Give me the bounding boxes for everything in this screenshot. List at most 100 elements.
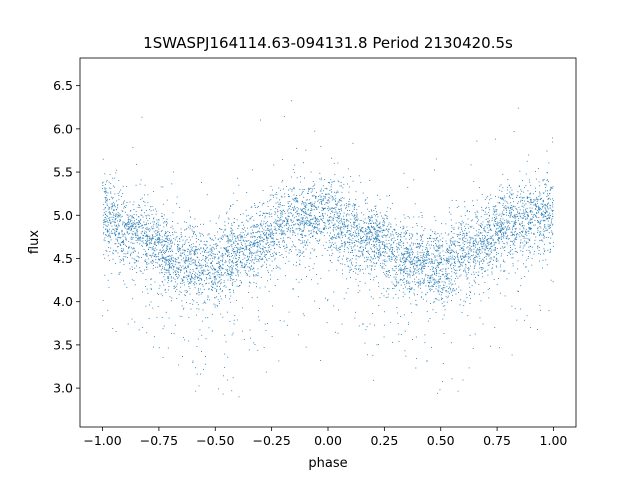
data-point <box>302 189 304 190</box>
data-point <box>400 334 402 336</box>
data-point <box>108 181 110 183</box>
data-point <box>434 216 436 218</box>
data-point <box>316 233 318 234</box>
data-point <box>361 253 363 255</box>
data-point <box>532 216 534 218</box>
data-point <box>168 243 170 245</box>
data-point <box>311 190 313 192</box>
data-point <box>203 247 204 249</box>
data-point <box>434 169 435 171</box>
data-point <box>552 141 554 143</box>
data-point <box>169 264 171 266</box>
data-point <box>251 216 253 217</box>
data-point <box>381 243 383 245</box>
data-point <box>130 229 132 231</box>
data-point <box>458 266 460 268</box>
data-point <box>284 248 286 250</box>
data-point <box>421 291 423 293</box>
data-point <box>130 215 132 217</box>
data-point <box>533 201 535 203</box>
data-point <box>257 349 259 351</box>
data-point <box>315 238 317 239</box>
data-point <box>248 285 250 287</box>
data-point <box>159 224 161 226</box>
data-point <box>302 223 304 225</box>
data-point <box>496 213 498 215</box>
data-point <box>156 237 158 239</box>
data-point <box>367 251 369 253</box>
data-point <box>186 271 188 273</box>
data-point <box>251 206 253 208</box>
data-point <box>339 200 341 202</box>
data-point <box>271 230 273 232</box>
data-point <box>194 259 196 261</box>
data-point <box>503 222 505 224</box>
data-point <box>497 227 499 229</box>
data-point <box>442 244 443 246</box>
data-point <box>144 232 146 234</box>
data-point <box>457 260 459 262</box>
data-point <box>139 205 140 207</box>
data-point <box>259 246 261 248</box>
data-point <box>270 228 272 230</box>
data-point <box>351 235 353 237</box>
data-point <box>363 214 365 216</box>
data-point <box>148 249 149 251</box>
data-point <box>354 249 356 251</box>
data-point <box>217 271 219 273</box>
data-point <box>114 219 116 221</box>
data-point <box>295 198 297 200</box>
data-point <box>301 209 303 211</box>
data-point <box>166 272 168 274</box>
data-point <box>470 250 472 252</box>
data-point <box>282 179 284 181</box>
data-point <box>160 293 162 295</box>
data-point <box>191 277 193 279</box>
data-point <box>233 222 235 223</box>
data-point <box>187 255 189 257</box>
data-point <box>438 241 440 243</box>
data-point <box>551 230 553 232</box>
data-point <box>233 291 235 293</box>
data-point <box>270 236 272 237</box>
data-point <box>162 260 163 262</box>
data-point <box>255 231 257 233</box>
data-point <box>149 254 151 256</box>
data-point <box>122 249 124 251</box>
data-point <box>362 192 364 194</box>
data-point <box>369 259 371 261</box>
data-point <box>305 248 307 250</box>
data-point <box>153 191 154 193</box>
data-point <box>501 236 503 237</box>
data-point <box>155 208 156 210</box>
data-point <box>203 235 205 237</box>
data-point <box>265 233 267 235</box>
data-point <box>231 233 233 235</box>
data-point <box>167 259 169 261</box>
data-point <box>535 209 537 210</box>
data-point <box>475 241 477 243</box>
data-point <box>207 265 209 267</box>
data-point <box>257 242 259 244</box>
data-point <box>117 246 119 247</box>
data-point <box>320 277 322 279</box>
data-point <box>152 346 154 348</box>
data-point <box>281 233 283 235</box>
data-point <box>263 235 265 237</box>
data-point <box>546 264 548 266</box>
data-point <box>552 210 554 212</box>
data-point <box>198 385 200 387</box>
data-point <box>460 234 461 235</box>
data-point <box>308 203 310 205</box>
data-point <box>415 358 417 360</box>
data-point <box>156 249 158 251</box>
data-point <box>163 256 165 258</box>
data-point <box>300 223 302 225</box>
data-point <box>151 206 153 207</box>
data-point <box>257 246 258 247</box>
data-point <box>406 258 407 260</box>
data-point <box>387 207 389 209</box>
data-point <box>423 265 425 267</box>
data-point <box>348 206 350 208</box>
